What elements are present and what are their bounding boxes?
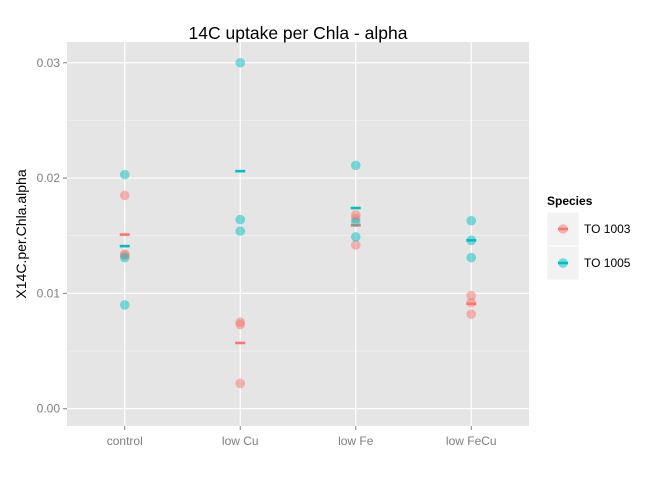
y-tick-label: 0.00: [37, 402, 61, 416]
x-tick-label: control: [107, 434, 143, 448]
legend-title: Species: [547, 194, 593, 208]
data-point: [235, 57, 246, 68]
chart-title: 14C uptake per Chla - alpha: [189, 23, 408, 43]
x-tick-label: low Fe: [338, 434, 374, 448]
data-point: [235, 319, 246, 330]
x-tick-label: low FeCu: [446, 434, 497, 448]
x-tick-label: low Cu: [222, 434, 259, 448]
y-tick-label: 0.02: [37, 171, 61, 185]
data-point: [466, 297, 477, 308]
data-point: [350, 217, 361, 227]
axes: 0.00 0.01 0.02 0.03 control low Cu low Fe low F…: [37, 56, 497, 448]
data-point: [235, 378, 246, 389]
y-tick-label: 0.03: [37, 56, 61, 70]
legend-label: TO 1003: [584, 222, 631, 236]
y-tick-label: 0.01: [37, 286, 61, 300]
data-point: [466, 290, 477, 301]
data-point: [350, 160, 361, 171]
y-axis-title: X14C.per.Chla.alpha: [13, 169, 29, 298]
data-point: [350, 240, 361, 250]
legend-label: TO 1005: [584, 256, 631, 270]
data-point: [119, 190, 130, 201]
data-point: [466, 309, 477, 319]
legend: Species TO 1003 TO 1005: [546, 194, 631, 281]
data-point: [466, 215, 477, 226]
data-point: [119, 300, 130, 310]
data-points: [119, 57, 477, 389]
data-point: [466, 252, 477, 263]
plot-panel: [67, 42, 529, 426]
data-point: [350, 232, 361, 242]
data-point: [235, 226, 246, 236]
data-point: [466, 235, 477, 246]
data-point: [119, 252, 130, 263]
data-point: [119, 169, 130, 180]
data-point: [235, 214, 246, 225]
